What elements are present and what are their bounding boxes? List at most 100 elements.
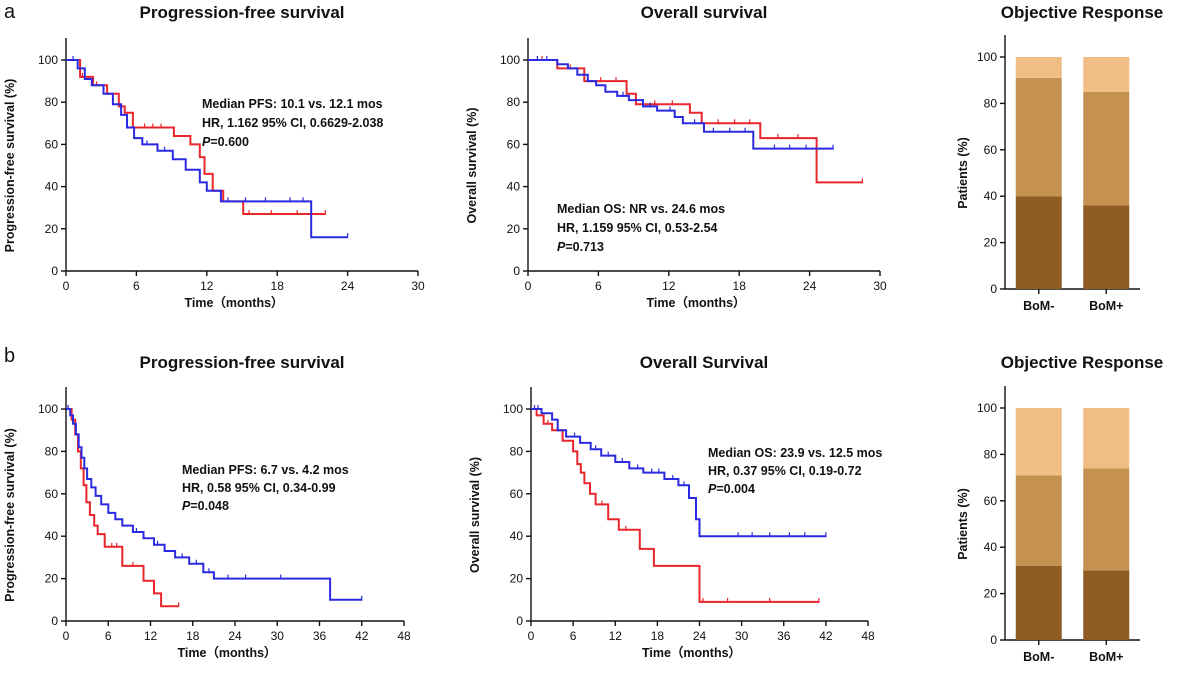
bar-segment-bottom bbox=[1015, 565, 1062, 640]
y-tick-label: 60 bbox=[45, 487, 59, 501]
x-tick-label: 48 bbox=[397, 629, 411, 643]
y-tick-label: 20 bbox=[984, 587, 998, 601]
y-tick-label: 40 bbox=[45, 180, 59, 194]
x-tick-label: 24 bbox=[693, 629, 707, 643]
y-axis-label: Progression-free survival (%) bbox=[3, 428, 17, 602]
bar-segment-top bbox=[1083, 57, 1130, 92]
y-tick-label: 40 bbox=[507, 180, 521, 194]
stat-annotation-text: Median OS: 23.9 vs. 12.5 mos bbox=[708, 446, 882, 460]
y-axis-label: Overall survival (%) bbox=[465, 107, 479, 223]
x-tick-label: 12 bbox=[662, 279, 676, 293]
x-tick-label: 6 bbox=[595, 279, 602, 293]
stat-annotation-text: HR, 1.162 95% CI, 0.6629-2.038 bbox=[202, 116, 383, 130]
x-tick-label: 30 bbox=[735, 629, 749, 643]
panel-b-label: b bbox=[4, 345, 15, 367]
y-tick-label: 40 bbox=[510, 529, 524, 543]
km-curve-red bbox=[528, 59, 863, 184]
x-tick-label: 0 bbox=[528, 629, 535, 643]
y-tick-label: 40 bbox=[984, 540, 998, 554]
y-tick-label: 0 bbox=[51, 614, 58, 628]
stat-annotation-text: =0.713 bbox=[565, 240, 604, 254]
x-tick-label: 0 bbox=[63, 629, 70, 643]
stat-annotation-text: Median OS: NR vs. 24.6 mos bbox=[557, 202, 725, 216]
y-tick-label: 60 bbox=[984, 494, 998, 508]
x-category-label: BoM+ bbox=[1089, 650, 1123, 664]
y-tick-label: 80 bbox=[510, 444, 524, 458]
x-tick-label: 24 bbox=[803, 279, 817, 293]
x-tick-label: 12 bbox=[200, 279, 214, 293]
chart-title: Overall survival bbox=[641, 3, 768, 22]
p-value-symbol: P bbox=[708, 482, 717, 496]
x-category-label: BoM- bbox=[1023, 299, 1054, 313]
x-tick-label: 36 bbox=[777, 629, 791, 643]
y-tick-label: 80 bbox=[984, 447, 998, 461]
x-tick-label: 30 bbox=[873, 279, 887, 293]
bar-segment-middle bbox=[1015, 77, 1062, 197]
y-tick-label: 40 bbox=[45, 529, 59, 543]
km-curve-red bbox=[531, 408, 819, 603]
bar-segment-top bbox=[1015, 57, 1062, 78]
x-tick-label: 36 bbox=[313, 629, 327, 643]
y-tick-label: 60 bbox=[45, 137, 59, 151]
y-axis-label: Overall survival (%) bbox=[468, 457, 482, 573]
stat-annotation-text: =0.048 bbox=[190, 499, 229, 513]
x-tick-label: 18 bbox=[651, 629, 665, 643]
chart-title: Objective Response bbox=[1001, 353, 1164, 372]
km-curve-blue bbox=[531, 408, 826, 538]
km-curve-blue bbox=[66, 408, 362, 601]
p-value-symbol: P bbox=[202, 135, 211, 149]
y-tick-label: 20 bbox=[45, 572, 59, 586]
y-tick-label: 0 bbox=[51, 264, 58, 278]
y-tick-label: 20 bbox=[510, 572, 524, 586]
y-tick-label: 0 bbox=[516, 614, 523, 628]
x-axis-label: Time（months） bbox=[177, 645, 276, 660]
stat-annotation-text: =0.004 bbox=[716, 482, 755, 496]
y-tick-label: 100 bbox=[38, 402, 58, 416]
chart-b-pfs: Progression-free survival020406080100Pro… bbox=[3, 353, 411, 660]
bar-segment-middle bbox=[1015, 475, 1062, 566]
y-tick-label: 20 bbox=[984, 236, 998, 250]
x-tick-label: 6 bbox=[105, 629, 112, 643]
x-tick-label: 30 bbox=[271, 629, 285, 643]
bar-segment-bottom bbox=[1083, 205, 1130, 289]
stat-annotation-text: Median PFS: 6.7 vs. 4.2 mos bbox=[182, 463, 349, 477]
x-tick-label: 24 bbox=[228, 629, 242, 643]
bar-segment-middle bbox=[1083, 91, 1130, 206]
bar-segment-top bbox=[1083, 408, 1130, 469]
chart-a-pfs: Progression-free survival020406080100Pro… bbox=[3, 3, 425, 310]
x-tick-label: 24 bbox=[341, 279, 355, 293]
y-tick-label: 100 bbox=[500, 53, 520, 67]
p-value-symbol: P bbox=[182, 499, 191, 513]
x-tick-label: 42 bbox=[819, 629, 833, 643]
y-tick-label: 0 bbox=[513, 264, 520, 278]
stat-annotation: HR, 0.58 95% CI, 0.34-0.99 bbox=[182, 481, 336, 495]
y-tick-label: 0 bbox=[990, 633, 997, 647]
stat-annotation: Median OS: NR vs. 24.6 mos bbox=[557, 202, 725, 216]
panel-a-label: a bbox=[4, 1, 16, 23]
chart-title: Objective Response bbox=[1001, 3, 1164, 22]
stat-annotation: Median OS: 23.9 vs. 12.5 mos bbox=[708, 446, 882, 460]
y-axis-label: Patients (%) bbox=[956, 488, 970, 560]
bar-segment-top bbox=[1015, 408, 1062, 476]
stat-annotation: Median PFS: 6.7 vs. 4.2 mos bbox=[182, 463, 349, 477]
stat-annotation: P=0.048 bbox=[182, 499, 229, 513]
stat-annotation-text: HR, 1.159 95% CI, 0.53-2.54 bbox=[557, 221, 718, 235]
chart-a-or: Objective Response 0 20 40 60 80 100 Patients (… bbox=[956, 3, 1163, 313]
y-tick-label: 20 bbox=[45, 222, 59, 236]
x-tick-label: 12 bbox=[144, 629, 158, 643]
y-tick-label: 80 bbox=[984, 96, 998, 110]
y-tick-label: 80 bbox=[507, 95, 521, 109]
x-tick-label: 30 bbox=[411, 279, 425, 293]
y-tick-label: 80 bbox=[45, 95, 59, 109]
y-tick-label: 100 bbox=[977, 50, 997, 64]
stat-annotation-text: HR, 0.58 95% CI, 0.34-0.99 bbox=[182, 481, 336, 495]
x-tick-label: 12 bbox=[609, 629, 623, 643]
km-curve-red bbox=[66, 408, 179, 608]
x-category-label: BoM- bbox=[1023, 650, 1054, 664]
chart-b-or: Objective Response 0 20 40 60 80 100 Patients (… bbox=[956, 353, 1163, 664]
x-axis-label: Time（months） bbox=[184, 295, 283, 310]
stat-annotation: P=0.713 bbox=[557, 240, 604, 254]
